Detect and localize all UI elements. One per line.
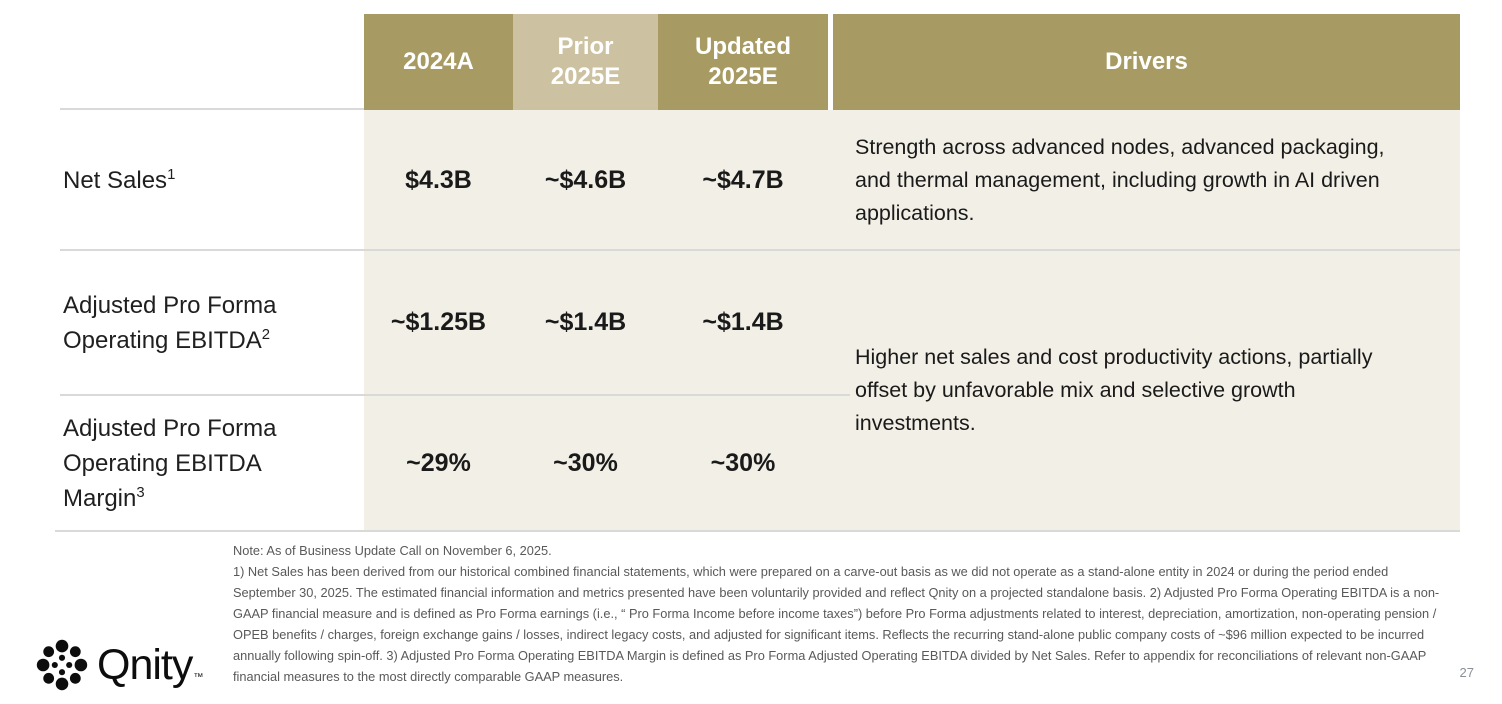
qnity-wordmark: Qnity: [97, 641, 193, 689]
column-header-2024a: 2024A: [364, 14, 513, 110]
rule-row2-row3: [60, 394, 850, 396]
row-label-net-sales: Net Sales1: [63, 110, 355, 250]
row-label-text: Adjusted Pro Forma Operating EBITDA Marg…: [63, 414, 277, 512]
value-ebitda-updated-2025e: ~$1.4B: [702, 308, 784, 336]
value-margin-prior-2025e: ~30%: [553, 448, 618, 477]
driver-net-sales: Strength across advanced nodes, advanced…: [855, 134, 1385, 225]
qnity-logo: Qnity ™: [35, 636, 204, 694]
column-header-updated-2025e: Updated 2025E: [658, 14, 828, 110]
row-label-text: Net Sales: [63, 166, 168, 194]
rule-table-bottom: [55, 530, 1460, 532]
value-net-sales-prior-2025e: ~$4.6B: [544, 165, 627, 194]
row-label-ebitda: Adjusted Pro Forma Operating EBITDA2: [63, 250, 355, 395]
qnity-logo-flower-icon: [35, 638, 89, 692]
footnote-ref-3: 3: [136, 484, 145, 501]
value-margin-2024a: ~29%: [406, 448, 471, 477]
footnote-note-line: Note: As of Business Update Call on Nove…: [233, 543, 552, 558]
table-body-background: [364, 110, 1460, 531]
rule-under-header-label-column: [60, 108, 364, 110]
column-header-prior-2025e: Prior 2025E: [513, 14, 658, 110]
value-margin-updated-2025e: ~30%: [710, 448, 776, 477]
row-label-text: Adjusted Pro Forma Operating EBITDA: [63, 291, 277, 354]
row-label-ebitda-margin: Adjusted Pro Forma Operating EBITDA Marg…: [63, 395, 355, 531]
footnote-ref-2: 2: [261, 326, 271, 343]
trademark-symbol: ™: [193, 671, 204, 683]
footnote-ref-1: 1: [167, 166, 176, 183]
page-number: 27: [1459, 665, 1474, 680]
value-net-sales-updated-2025e: ~$4.7B: [702, 165, 784, 194]
column-header-drivers: Drivers: [833, 14, 1460, 110]
driver-ebitda-and-margin: Higher net sales and cost productivity a…: [855, 345, 1373, 435]
footnotes-block: Note: As of Business Update Call on Nove…: [233, 540, 1445, 687]
rule-row1-row2: [60, 249, 1460, 251]
value-ebitda-2024a: ~$1.25B: [390, 308, 487, 336]
value-net-sales-2024a: $4.3B: [405, 165, 472, 194]
value-ebitda-prior-2025e: ~$1.4B: [544, 308, 627, 336]
footnote-body: 1) Net Sales has been derived from our h…: [233, 564, 1440, 684]
